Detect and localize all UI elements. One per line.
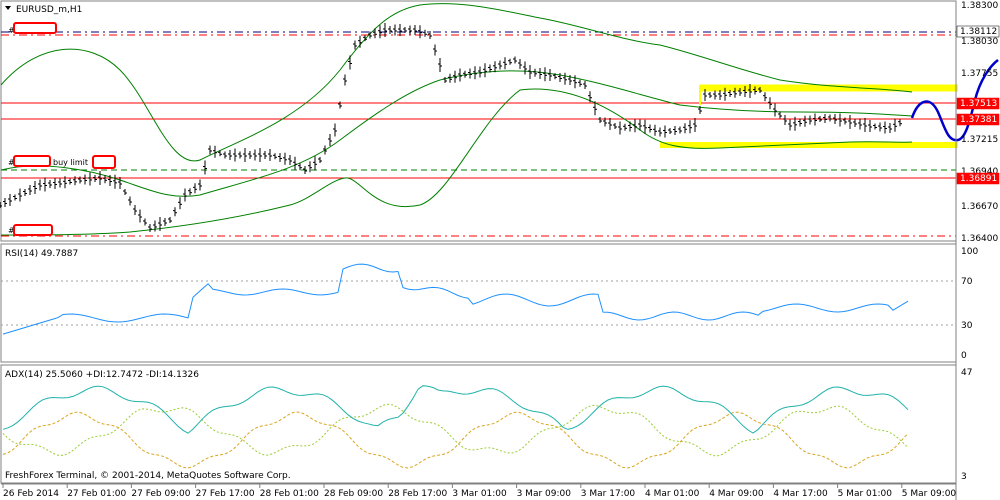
time-axis: 26 Feb 2014 27 Feb 01:00 27 Feb 09:00 27 Fe… [2, 484, 957, 499]
time-label: 5 Mar 01:00 [838, 489, 893, 499]
time-label: 3 Mar 01:00 [452, 489, 507, 499]
copyright-notice: FreshForex Terminal, © 2001-2014, MetaQu… [5, 471, 291, 481]
price-tag-label: 1.38112 [960, 27, 997, 37]
time-label: 27 Feb 01:00 [67, 489, 126, 499]
time-label: 5 Mar 09:00 [902, 489, 957, 499]
time-label: 4 Mar 17:00 [773, 489, 828, 499]
price-scale-label: 1.36400 [961, 234, 998, 244]
buy-limit-label: buy limit [53, 158, 88, 167]
main-price-panel[interactable]: EURUSD_m,H1 # # buy limit # 1.38300 1.380… [0, 0, 1000, 244]
time-label: 28 Feb 01:00 [260, 489, 319, 499]
bollinger-bands [0, 3, 913, 236]
time-label: 28 Feb 09:00 [324, 489, 383, 499]
forecast-projection-curve[interactable] [910, 59, 999, 142]
price-tag-label: 1.37381 [960, 115, 997, 125]
price-scale-label: 1.36670 [961, 202, 998, 212]
time-label: 4 Mar 09:00 [709, 489, 764, 499]
price-tag-label: 1.37513 [960, 99, 997, 109]
rsi-title: RSI(14) 49.7887 [5, 249, 78, 259]
bollinger-upper [0, 3, 913, 162]
price-scale-label: 1.38300 [961, 1, 998, 11]
rsi-scale-30: 30 [961, 321, 973, 331]
order-box-buy-limit-price[interactable] [92, 155, 116, 169]
price-scale: 1.38300 1.38030 1.37755 1.37215 1.36940 1.366… [961, 1, 998, 244]
order-box-bottom[interactable] [13, 224, 53, 236]
rsi-line [2, 263, 909, 335]
time-label: 27 Feb 09:00 [131, 489, 190, 499]
rsi-panel[interactable]: RSI(14) 49.7887 100 70 30 0 [0, 243, 978, 363]
price-bars [0, 23, 902, 232]
order-hash-buy: # [8, 158, 15, 167]
price-scale-label: 1.38030 [961, 37, 998, 47]
price-scale-label: 1.37755 [961, 69, 998, 79]
triangle-down-icon[interactable] [5, 6, 11, 10]
rsi-scale-0: 0 [961, 351, 967, 361]
adx-scale-47: 47 [961, 368, 972, 378]
bollinger-middle [0, 70, 913, 197]
bollinger-lower [0, 88, 913, 236]
adx-panel[interactable]: ADX(14) 25.5060 +DI:12.7472 -DI:14.1326 … [0, 364, 972, 484]
adx-line [2, 385, 909, 434]
di-plus-line [2, 403, 909, 457]
time-label: 3 Mar 17:00 [581, 489, 636, 499]
adx-scale-3: 3 [961, 472, 967, 482]
time-label: 28 Feb 17:00 [388, 489, 447, 499]
symbol-title: EURUSD_m,H1 [16, 5, 82, 15]
price-scale-label: 1.36940 [961, 167, 998, 177]
time-label: 26 Feb 2014 [3, 489, 59, 499]
order-hash-bottom: # [8, 226, 15, 235]
price-tag [956, 113, 1000, 126]
price-scale-label: 1.37215 [961, 135, 998, 145]
rsi-scale-100: 100 [961, 247, 978, 257]
order-hash-top: # [8, 26, 15, 35]
di-minus-line [2, 411, 909, 469]
adx-title: ADX(14) 25.5060 +DI:12.7472 -DI:14.1326 [5, 370, 199, 380]
price-tag [956, 25, 1000, 38]
price-tags: 1.38112 1.37513 1.37381 1.36891 [956, 25, 1000, 185]
price-tag [956, 172, 1000, 185]
time-label: 3 Mar 09:00 [517, 489, 572, 499]
time-label: 4 Mar 01:00 [645, 489, 700, 499]
order-box-top[interactable] [13, 22, 57, 34]
rsi-scale-70: 70 [961, 277, 973, 287]
order-box-buy-limit[interactable] [13, 155, 51, 167]
price-tag-label: 1.36891 [960, 174, 997, 184]
price-tag [956, 97, 1000, 110]
time-label: 27 Feb 17:00 [196, 489, 255, 499]
